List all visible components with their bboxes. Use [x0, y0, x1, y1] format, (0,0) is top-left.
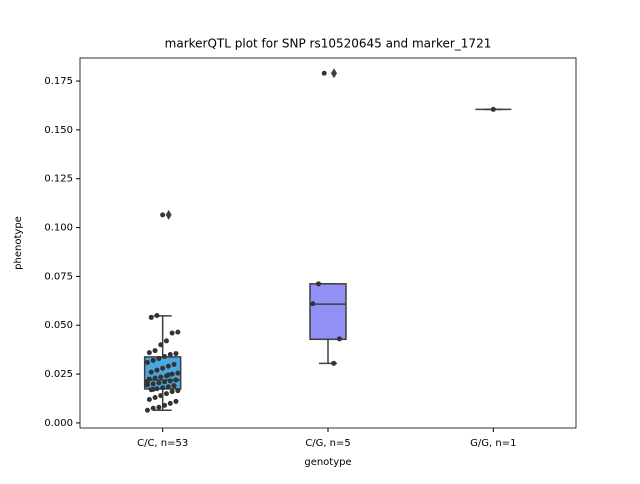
box — [309, 283, 347, 341]
point — [321, 70, 327, 76]
point — [154, 312, 160, 318]
point — [144, 379, 150, 385]
y-tick-label: 0.025 — [44, 369, 73, 380]
point — [144, 407, 150, 413]
point — [162, 402, 168, 408]
point — [160, 212, 166, 218]
point — [167, 352, 173, 358]
plot-frame — [79, 57, 577, 429]
point — [162, 354, 168, 360]
point — [169, 389, 175, 395]
point — [490, 106, 496, 112]
point — [158, 342, 164, 348]
point — [158, 374, 164, 380]
point — [154, 386, 160, 392]
flier — [331, 68, 337, 79]
point — [150, 386, 156, 392]
point — [175, 329, 181, 335]
point — [169, 371, 175, 377]
point — [148, 369, 154, 375]
y-tick-label: 0.150 — [44, 125, 73, 136]
point — [169, 330, 175, 336]
point — [156, 355, 162, 361]
y-tick-label: 0.175 — [44, 76, 73, 87]
point — [156, 380, 162, 386]
y-axis-label: phenotype — [13, 216, 24, 270]
point — [150, 405, 156, 411]
point — [150, 381, 156, 387]
x-tick-label: G/G, n=1 — [470, 438, 516, 449]
point — [152, 348, 158, 354]
point — [171, 383, 177, 389]
point — [171, 361, 177, 367]
x-axis-label: genotype — [304, 457, 351, 468]
point — [165, 372, 171, 378]
point — [163, 338, 169, 344]
point — [158, 393, 164, 399]
chart-title: markerQTL plot for SNP rs10520645 and ma… — [165, 37, 492, 51]
point — [165, 363, 171, 369]
point — [146, 396, 152, 402]
point — [165, 384, 171, 390]
y-tick-label: 0.000 — [44, 418, 73, 429]
x-tick-label: C/C, n=53 — [137, 438, 188, 449]
y-tick-label: 0.125 — [44, 174, 73, 185]
y-tick-label: 0.075 — [44, 271, 73, 282]
point — [154, 367, 160, 373]
point — [310, 301, 316, 307]
point — [173, 377, 179, 383]
point — [152, 395, 158, 401]
point — [336, 336, 342, 342]
point — [175, 388, 181, 394]
point — [167, 378, 173, 384]
point — [167, 400, 173, 406]
point — [316, 281, 321, 287]
y-tick-label: 0.050 — [44, 320, 73, 331]
point — [175, 370, 181, 376]
point — [156, 404, 162, 410]
point — [144, 359, 150, 365]
x-tick-label: C/G, n=5 — [305, 438, 351, 449]
point — [148, 314, 154, 320]
flier — [165, 209, 172, 220]
point — [331, 360, 337, 366]
point — [152, 375, 158, 381]
point — [173, 351, 179, 357]
point — [173, 398, 179, 404]
point — [162, 379, 168, 385]
point — [160, 365, 166, 371]
point — [150, 357, 156, 363]
point — [146, 350, 152, 356]
point — [160, 385, 166, 391]
y-tick-label: 0.100 — [44, 223, 73, 234]
point — [163, 391, 169, 397]
